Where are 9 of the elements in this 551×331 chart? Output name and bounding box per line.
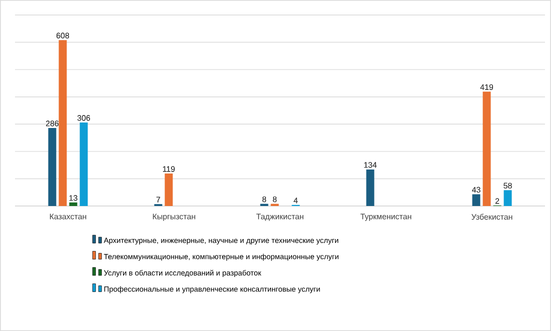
bar [504, 190, 512, 206]
bar [48, 128, 56, 206]
bar [69, 202, 78, 206]
bar [58, 40, 67, 206]
bar [366, 169, 374, 206]
bar [164, 174, 173, 206]
bar [80, 122, 88, 206]
bar [482, 92, 491, 206]
bar [472, 194, 480, 206]
